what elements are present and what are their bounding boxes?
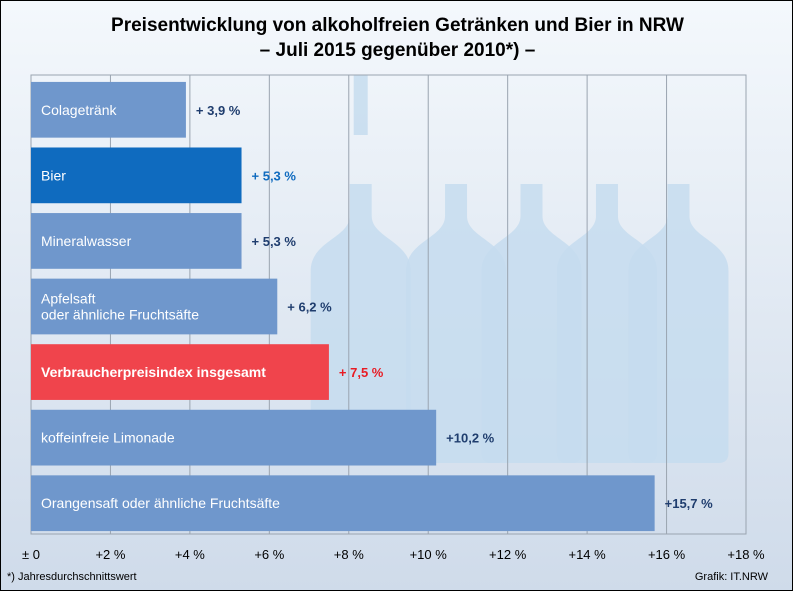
x-tick-label-10: +10 % — [410, 547, 448, 562]
bar-0 — [31, 81, 186, 138]
value-label-0: + 3,9 % — [196, 103, 241, 118]
bottle-silhouette-4 — [628, 184, 729, 463]
value-label-4: + 7,5 % — [339, 365, 384, 380]
bottle-silhouette-left — [310, 184, 411, 463]
bar-label-line: Bier — [41, 167, 66, 183]
bar-label-line: oder ähnliche Fruchtsäfte — [41, 307, 199, 323]
bar-label-line: koffeinfreie Limonade — [41, 430, 175, 446]
bar-label-line: Orangensaft oder ähnliche Fruchtsäfte — [41, 495, 280, 511]
value-label-3: + 6,2 % — [287, 300, 332, 315]
bar-label-1: Bier — [41, 167, 66, 183]
x-tick-label-6: +6 % — [254, 547, 284, 562]
bar-label-6: Orangensaft oder ähnliche Fruchtsäfte — [41, 495, 280, 511]
bar-6 — [31, 475, 655, 532]
value-label-2: + 5,3 % — [252, 234, 297, 249]
bar-label-line: Mineralwasser — [41, 233, 132, 249]
bar-label-2: Mineralwasser — [41, 233, 132, 249]
bar-2 — [31, 213, 242, 269]
bar-label-4: Verbraucherpreisindex insgesamt — [41, 364, 266, 380]
bottle-opener-shape — [353, 75, 368, 135]
bar-4 — [31, 344, 329, 400]
bar-label-3: Apfelsaft oder ähnliche Fruchtsäfte — [41, 291, 199, 323]
bar-label-0: Colagetränk — [41, 102, 117, 118]
bar-label-line: Colagetränk — [41, 102, 117, 118]
x-tick-label-2: +2 % — [95, 547, 125, 562]
value-label-1: + 5,3 % — [252, 168, 297, 183]
x-tick-label-12: +12 % — [489, 547, 527, 562]
bars-group: Colagetränk + 3,9 % Bier + 5,3 % Mineralwass… — [31, 81, 714, 532]
bar-3 — [31, 278, 278, 335]
bottle-silhouette-2 — [481, 184, 582, 463]
bar-label-line: Verbraucherpreisindex insgesamt — [41, 364, 266, 380]
source-credit: Grafik: IT.NRW — [694, 571, 768, 583]
bar-1 — [31, 147, 242, 204]
x-axis-ticks: ± 0 +2 % +4 % +6 % +8 % +10 % +12 % +14 % +16 % +… — [22, 547, 765, 562]
title-line-2: – Juli 2015 gegenüber 2010*) – — [259, 40, 536, 61]
bottle-silhouette-1 — [406, 184, 507, 463]
x-tick-label-14: +14 % — [568, 547, 606, 562]
value-label-6: +15,7 % — [665, 496, 714, 511]
x-tick-label-18: +18 % — [727, 547, 765, 562]
x-tick-label-8: +8 % — [334, 547, 364, 562]
x-tick-label-0: ± 0 — [22, 547, 40, 562]
chart-title: Preisentwicklung von alkoholfreien Geträ… — [1, 13, 793, 63]
footnote: *) Jahresdurchschnittswert — [7, 571, 137, 583]
bar-label-line: Apfelsaft — [41, 291, 96, 307]
value-label-5: +10,2 % — [446, 431, 495, 446]
title-line-1: Preisentwicklung von alkoholfreien Geträ… — [111, 15, 684, 36]
x-tick-label-16: +16 % — [648, 547, 686, 562]
bottle-background-illustration — [310, 75, 729, 463]
bar-label-5: koffeinfreie Limonade — [41, 430, 175, 446]
bar-5 — [31, 409, 437, 466]
x-tick-label-4: +4 % — [175, 547, 205, 562]
